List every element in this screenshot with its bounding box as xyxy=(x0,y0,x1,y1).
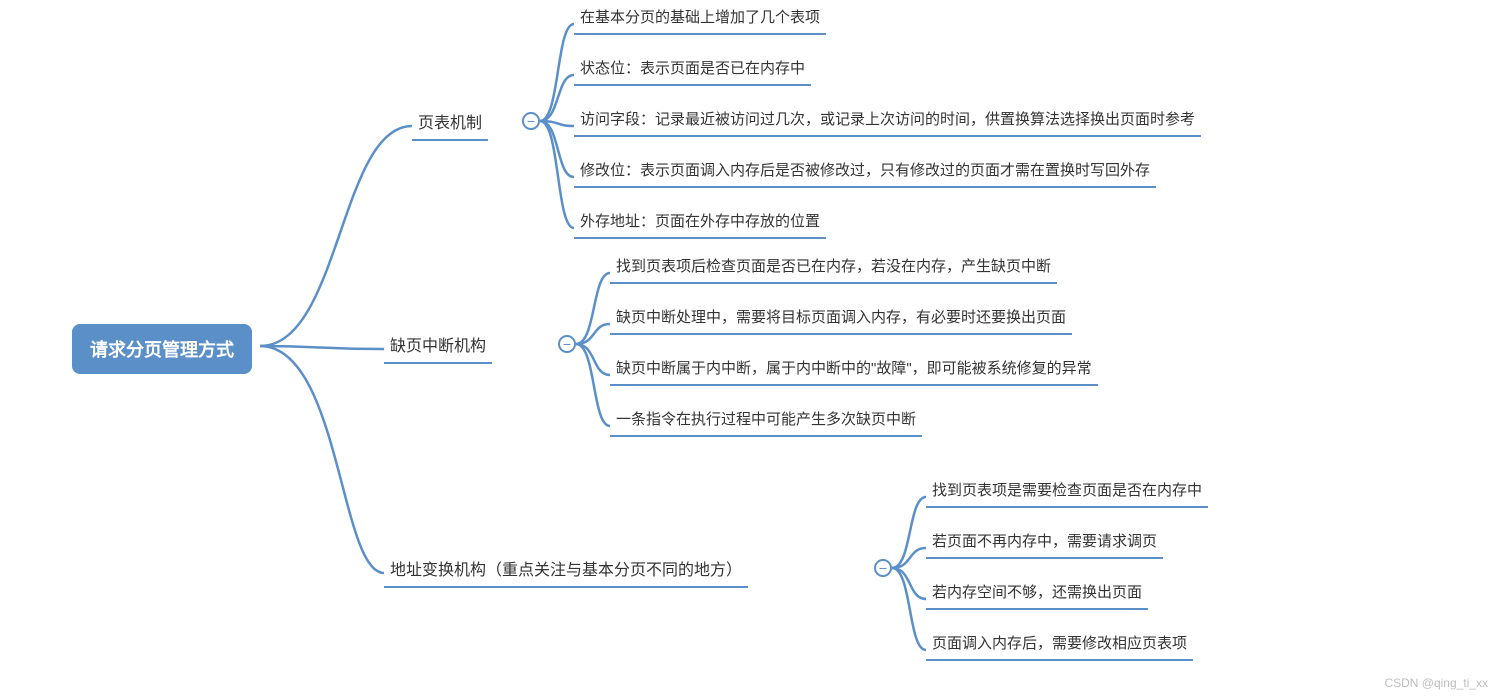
leaf-item: 一条指令在执行过程中可能产生多次缺页中断 xyxy=(610,404,922,437)
leaf-item: 若内存空间不够，还需换出页面 xyxy=(926,577,1148,610)
collapse-icon[interactable]: − xyxy=(522,112,540,130)
leaf-item: 缺页中断处理中，需要将目标页面调入内存，有必要时还要换出页面 xyxy=(610,302,1072,335)
watermark-text: CSDN @qing_ti_xx xyxy=(1384,676,1488,690)
leaf-text: 修改位：表示页面调入内存后是否被修改过，只有修改过的页面才需在置换时写回外存 xyxy=(580,162,1150,179)
leaf-text: 若页面不再内存中，需要请求调页 xyxy=(932,533,1157,550)
leaf-text: 在基本分页的基础上增加了几个表项 xyxy=(580,9,820,26)
leaf-item: 若页面不再内存中，需要请求调页 xyxy=(926,526,1163,559)
leaf-item: 找到页表项后检查页面是否已在内存，若没在内存，产生缺页中断 xyxy=(610,251,1057,284)
collapse-glyph: − xyxy=(527,114,535,128)
branch-label-text: 地址变换机构（重点关注与基本分页不同的地方） xyxy=(390,562,742,579)
leaf-item: 在基本分页的基础上增加了几个表项 xyxy=(574,2,826,35)
leaf-item: 找到页表项是需要检查页面是否在内存中 xyxy=(926,475,1208,508)
watermark-label: CSDN @qing_ti_xx xyxy=(1384,676,1488,690)
leaf-text: 一条指令在执行过程中可能产生多次缺页中断 xyxy=(616,411,916,428)
collapse-icon[interactable]: − xyxy=(874,559,892,577)
leaf-text: 缺页中断属于内中断，属于内中断中的"故障"，即可能被系统修复的异常 xyxy=(616,360,1092,377)
branch-label-text: 页表机制 xyxy=(418,115,482,132)
branch-page-table[interactable]: 页表机制 xyxy=(412,105,488,141)
leaf-text: 页面调入内存后，需要修改相应页表项 xyxy=(932,635,1187,652)
collapse-glyph: − xyxy=(563,337,571,351)
leaf-item: 外存地址：页面在外存中存放的位置 xyxy=(574,206,826,239)
leaf-text: 外存地址：页面在外存中存放的位置 xyxy=(580,213,820,230)
leaf-text: 状态位：表示页面是否已在内存中 xyxy=(580,60,805,77)
root-label: 请求分页管理方式 xyxy=(90,340,234,360)
leaf-item: 缺页中断属于内中断，属于内中断中的"故障"，即可能被系统修复的异常 xyxy=(610,353,1098,386)
branch-addr-translate[interactable]: 地址变换机构（重点关注与基本分页不同的地方） xyxy=(384,552,748,588)
leaf-item: 状态位：表示页面是否已在内存中 xyxy=(574,53,811,86)
leaf-text: 若内存空间不够，还需换出页面 xyxy=(932,584,1142,601)
leaf-text: 找到页表项后检查页面是否已在内存，若没在内存，产生缺页中断 xyxy=(616,258,1051,275)
branch-label-text: 缺页中断机构 xyxy=(390,338,486,355)
leaf-text: 访问字段：记录最近被访问过几次，或记录上次访问的时间，供置换算法选择换出页面时参… xyxy=(580,111,1195,128)
branch-page-fault[interactable]: 缺页中断机构 xyxy=(384,328,492,364)
leaf-text: 找到页表项是需要检查页面是否在内存中 xyxy=(932,482,1202,499)
leaf-item: 访问字段：记录最近被访问过几次，或记录上次访问的时间，供置换算法选择换出页面时参… xyxy=(574,104,1201,137)
leaf-item: 修改位：表示页面调入内存后是否被修改过，只有修改过的页面才需在置换时写回外存 xyxy=(574,155,1156,188)
collapse-icon[interactable]: − xyxy=(558,335,576,353)
root-node[interactable]: 请求分页管理方式 xyxy=(72,324,252,374)
leaf-text: 缺页中断处理中，需要将目标页面调入内存，有必要时还要换出页面 xyxy=(616,309,1066,326)
leaf-item: 页面调入内存后，需要修改相应页表项 xyxy=(926,628,1193,661)
collapse-glyph: − xyxy=(879,561,887,575)
